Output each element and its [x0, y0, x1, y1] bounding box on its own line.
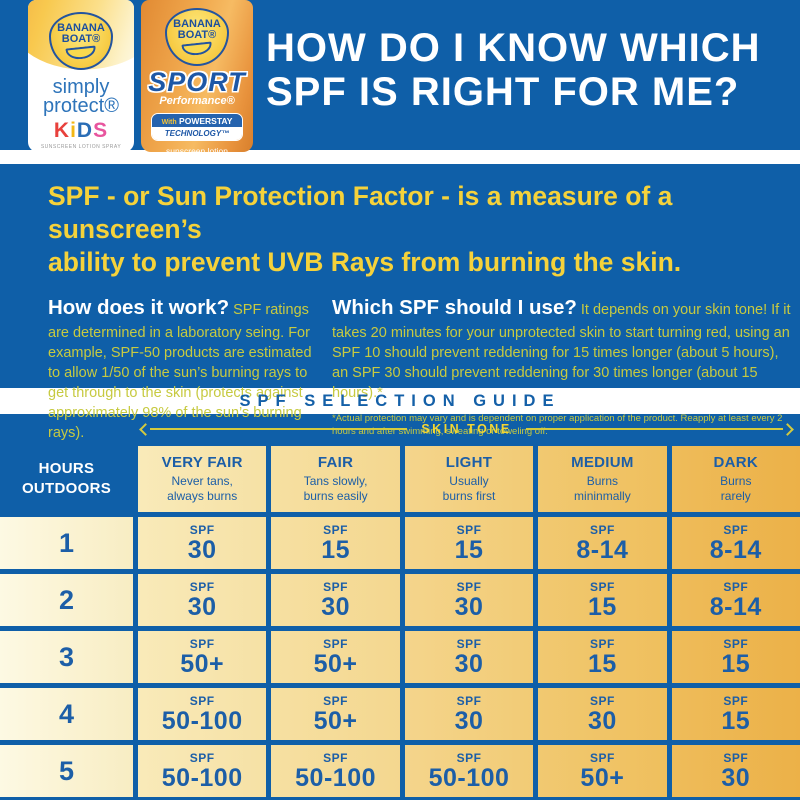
column-header-light: LIGHT Usually burns first	[404, 446, 534, 512]
spf-cell: SPF 15	[538, 574, 667, 626]
spf-cell: SPF 30	[138, 517, 267, 569]
spf-cell: SPF 8-14	[538, 517, 667, 569]
hours-cell: 2	[0, 574, 133, 626]
sport-wordmark: SPORT	[148, 67, 246, 97]
spf-cell: SPF 15	[671, 631, 800, 683]
simply-protect-label: simply protect®	[43, 76, 119, 117]
spf-cell: SPF 30	[271, 574, 400, 626]
spf-cell: SPF 8-14	[671, 517, 800, 569]
skin-tone-label: SKIN TONE	[421, 422, 512, 436]
spf-cell: SPF 30	[538, 688, 667, 740]
column-header-fair: FAIR Tans slowly, burns easily	[271, 446, 400, 512]
logo-text: BANANA	[173, 18, 221, 30]
spf-cell: SPF 50-100	[271, 745, 400, 797]
spf-cell: SPF 15	[271, 517, 400, 569]
badge-powerstay-label: POWERSTAY	[179, 116, 233, 126]
powerstay-badge: With POWERSTAY TECHNOLOGY™	[151, 113, 243, 141]
table-corner-hours-outdoors: HOURS OUTDOORS	[21, 459, 112, 497]
banana-boat-logo: BANANA BOAT®	[165, 8, 229, 66]
logo-text: BOAT®	[61, 33, 101, 45]
spf-selection-table: HOURS OUTDOORS VERY FAIR Never tans, alw…	[0, 446, 800, 797]
spf-table-section: SKIN TONE HOURS OUTDOORS VERY FAIR Never…	[0, 414, 800, 797]
banana-boat-logo: BANANA BOAT®	[49, 12, 113, 70]
spf-cell: SPF 50+	[271, 688, 400, 740]
spf-cell: SPF 50+	[138, 631, 267, 683]
spf-cell: SPF 50-100	[404, 745, 534, 797]
column-header-dark: DARK Burns rarely	[671, 446, 800, 512]
performance-label: Performance®	[159, 95, 235, 107]
spf-cell: SPF 15	[404, 517, 534, 569]
spf-cell: SPF 30	[138, 574, 267, 626]
spf-cell: SPF 30	[404, 631, 534, 683]
spf-cell: SPF 50-100	[138, 688, 267, 740]
spf-cell: SPF 30	[404, 574, 534, 626]
hours-cell: 1	[0, 517, 133, 569]
logo-text: BANANA	[57, 22, 105, 34]
which-spf-column: Which SPF should I use? It depends on yo…	[332, 294, 794, 442]
intro-columns: How does it work? SPF ratings are determ…	[48, 294, 800, 442]
axis-line	[525, 428, 783, 430]
spf-cell: SPF 50+	[271, 631, 400, 683]
banana-icon	[181, 41, 213, 57]
spf-cell: SPF 15	[671, 688, 800, 740]
sport-sunscreen-bottle-image: BANANA BOAT® SPORT Performance® With POW…	[141, 0, 253, 152]
how-it-works-heading: How does it work?	[48, 296, 230, 320]
how-it-works-column: How does it work? SPF ratings are determ…	[48, 294, 314, 442]
page-title: HOW DO I KNOW WHICH SPF IS RIGHT FOR ME?	[266, 26, 761, 114]
intro-section: SPF - or Sun Protection Factor - is a me…	[0, 164, 800, 441]
disclaimer-footnote: *Actual protection may vary and is depen…	[332, 412, 783, 437]
section-divider	[0, 150, 800, 164]
spf-cell: SPF 30	[404, 688, 534, 740]
spf-cell: SPF 30	[671, 745, 800, 797]
column-header-very-fair: VERY FAIR Never tans, always burns	[138, 446, 267, 512]
badge-with-label: With	[161, 119, 177, 126]
hours-cell: 4	[0, 688, 133, 740]
spf-cell: SPF 8-14	[671, 574, 800, 626]
skin-tone-axis: SKIN TONE	[133, 414, 800, 444]
kids-wordmark: KiDS	[53, 119, 109, 142]
kids-sunscreen-bottle-image: BANANA BOAT® simply protect® KiDS SUNSCR…	[28, 0, 134, 152]
which-spf-heading: Which SPF should I use?	[332, 296, 577, 320]
header: BANANA BOAT® simply protect® KiDS SUNSCR…	[0, 0, 800, 152]
logo-text: BOAT®	[177, 29, 217, 41]
spf-cell: SPF 50-100	[138, 745, 267, 797]
sunscreen-lotion-label: sunscreen lotion	[166, 146, 228, 152]
kids-bottle-subtext: SUNSCREEN LOTION SPRAY	[40, 144, 122, 150]
badge-technology-label: TECHNOLOGY™	[152, 127, 242, 140]
spf-cell: SPF 50+	[538, 745, 667, 797]
guide-title: SPF SELECTION GUIDE	[239, 391, 561, 410]
how-it-works-text: SPF ratings are determined in a laborato…	[48, 302, 312, 441]
hours-cell: 5	[0, 745, 133, 797]
column-header-medium: MEDIUM Burns mininmally	[538, 446, 667, 512]
hours-cell: 3	[0, 631, 133, 683]
spf-cell: SPF 15	[538, 631, 667, 683]
banana-icon	[65, 45, 97, 61]
spf-definition-headline: SPF - or Sun Protection Factor - is a me…	[48, 181, 682, 278]
axis-line	[150, 428, 408, 430]
which-spf-text: It depends on your skin tone! If it take…	[332, 302, 791, 401]
guide-title-band: SPF SELECTION GUIDE	[0, 388, 800, 414]
